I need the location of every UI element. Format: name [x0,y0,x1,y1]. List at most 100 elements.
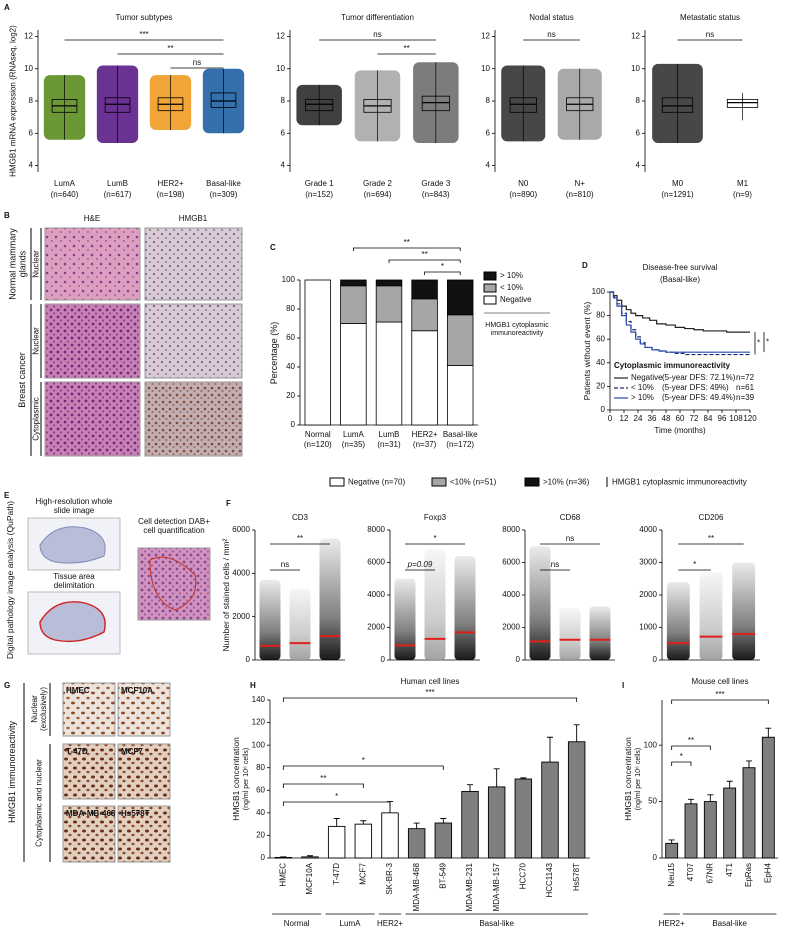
survival-curve [610,291,750,356]
cell-image [62,682,116,737]
y-tick-label: 80 [256,763,265,772]
y-tick-label: 20 [286,391,295,400]
survival-curve [610,291,750,333]
chart-title: Metastatic status [680,13,740,22]
x-tick-label: N0 [518,179,529,188]
data-cloud [259,579,281,660]
bar-segment [304,279,332,426]
bar [684,803,698,859]
n-label: (n=1291) [661,190,694,199]
significance-label: * [680,752,683,761]
data-cloud [589,606,611,660]
column-header: H&E [84,214,100,223]
cell-label: HMEC [66,686,90,695]
significance-label: * [335,792,338,801]
significance-label: ** [688,736,694,745]
panel-label: G [4,681,10,690]
group-label: Breast cancer [16,352,27,408]
error-bar [280,856,287,858]
y-tick-label: 6000 [367,558,385,567]
y-tick-label: 1000 [639,623,657,632]
y-tick-label: 4 [486,161,491,170]
x-tick-label: Grade 3 [421,179,450,188]
significance-label: ns [706,30,714,39]
n-label: (n=35) [342,440,366,449]
x-tick-label: 36 [648,414,657,423]
y-tick-label: 10 [631,64,640,73]
significance-label: ** [320,774,326,783]
panel-g-images [23,682,171,863]
y-tick-label: 0 [381,655,386,664]
x-tick-label: 4T07 [686,862,695,881]
y-tick-label: 0 [601,405,606,414]
y-tick-label: 3000 [639,558,657,567]
y-tick-label: 100 [282,275,296,284]
y-tick-label: 0 [261,853,266,862]
significance-bracket [282,697,578,702]
significance-label: ns [547,30,555,39]
bar-segment [446,365,474,426]
x-tick-label: Neu15 [667,862,676,886]
row-label: Nuclear (exclusively) [29,687,48,732]
significance-label: ** [167,44,173,53]
n-label: (n=172) [446,440,474,449]
bar [487,786,506,859]
error-bar [707,794,714,802]
legend-label: <10% (n=51) [450,478,497,487]
y-axis-label: Patients without event (%) [582,301,593,401]
bar-segment [340,285,367,324]
bar [567,741,586,859]
legend-swatch [524,477,540,487]
y-tick-label: 4000 [502,590,520,599]
y-tick-label: 4 [636,161,641,170]
group-label: HER2+ [659,919,685,928]
chart-title: Nodal status [529,13,573,22]
x-tick-label: MCF7 [358,862,367,884]
cell-image [117,743,171,800]
significance-label: ns [281,560,289,569]
y-tick-label: 100 [252,740,266,749]
significance-label: * [362,756,365,765]
y-axis-label: Percentage (%) [268,321,279,384]
panel-b-images [30,227,243,457]
y-tick-label: 60 [256,785,265,794]
x-tick-label: 72 [690,414,699,423]
legend-dfs: (5-year DFS: 49.4%) [662,393,736,402]
significance-label: ** [708,534,714,543]
y-tick-label: 12 [24,32,33,41]
y-tick-label: 0 [246,655,251,664]
chart-title: Disease-free survival [643,263,718,272]
image-hmgb1-normal [144,227,243,301]
chart-title: Tumor subtypes [115,13,172,22]
bar [327,825,346,859]
error-bar [307,855,313,857]
n-label: (n=198) [157,190,185,199]
significance-label: ** [297,534,303,543]
group-label: HER2+ [377,919,403,928]
cell-label: MCF10A [121,686,153,695]
significance-label: * [441,262,444,271]
box [210,92,237,108]
significance-bracket [671,745,711,750]
x-tick-label: M1 [737,179,749,188]
significance-label: ns [566,534,574,543]
x-tick-label: MDA-MB-468 [412,862,421,911]
chart-title: Tumor differentiation [341,13,414,22]
y-tick-label: 0 [653,655,658,664]
box [305,98,334,112]
chart-subtitle: (Basal-like) [660,275,700,284]
bar [723,787,737,859]
n-label: (n=37) [413,440,437,449]
y-tick-label: 0 [516,655,521,664]
y-axis-sublabel: (ng/ml per 10⁶ cells) [242,747,250,811]
significance-bracket [282,801,391,806]
bar-segment [375,321,403,426]
panel-label: H [250,681,256,690]
bar [274,856,293,859]
y-axis-label: HMGB1 mRNA expression (RNAseq, log2) [8,25,18,177]
x-tick-label: 67NR [705,863,714,884]
x-tick-label: 108 [729,414,743,423]
y-tick-label: 80 [596,311,605,320]
x-tick-label: LumB [379,430,400,439]
